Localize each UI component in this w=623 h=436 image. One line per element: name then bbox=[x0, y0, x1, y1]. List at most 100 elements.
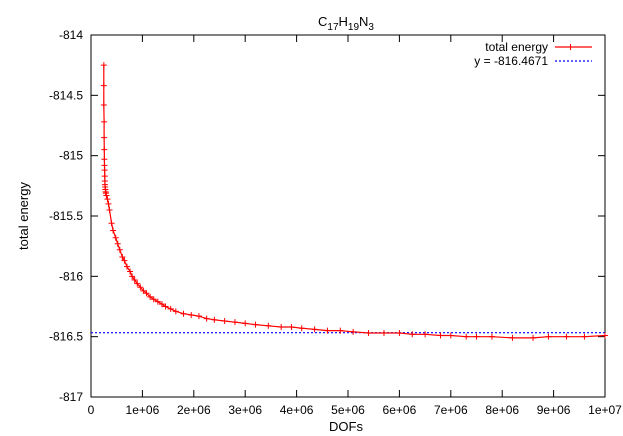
energy-point bbox=[114, 240, 121, 247]
energy-point bbox=[211, 316, 218, 323]
energy-point bbox=[447, 332, 454, 339]
title-part: H bbox=[339, 14, 348, 29]
series-layer bbox=[91, 62, 608, 341]
energy-point bbox=[463, 333, 470, 340]
y-tick-label: -814 bbox=[59, 28, 83, 42]
energy-point bbox=[121, 257, 128, 264]
energy-point bbox=[100, 82, 107, 89]
energy-point bbox=[195, 313, 202, 320]
y-tick-label: -817 bbox=[59, 390, 83, 404]
x-axis: 0 1e+06 2e+06 3e+06 4e+06 5e+06 6e+06 7e+06 8e+0… bbox=[88, 35, 622, 417]
energy-point bbox=[129, 273, 136, 280]
x-tick-label: 8e+06 bbox=[485, 403, 519, 417]
x-tick-label: 4e+06 bbox=[280, 403, 314, 417]
energy-point bbox=[116, 246, 123, 253]
energy-point bbox=[422, 331, 429, 338]
energy-point bbox=[563, 333, 570, 340]
energy-point bbox=[231, 319, 238, 326]
energy-point bbox=[162, 303, 169, 310]
title-part: 17 bbox=[327, 22, 339, 33]
x-tick-label: 6e+06 bbox=[383, 403, 417, 417]
energy-point bbox=[545, 333, 552, 340]
y-axis: -814 -814.5 -815 -815.5 -816 -816.5 -817 bbox=[49, 28, 605, 404]
energy-point bbox=[365, 330, 372, 337]
energy-point bbox=[265, 322, 272, 329]
energy-point bbox=[101, 167, 108, 174]
energy-point bbox=[509, 334, 516, 341]
energy-point bbox=[147, 293, 154, 300]
energy-point bbox=[602, 332, 608, 339]
energy-point bbox=[488, 333, 495, 340]
x-tick-label: 3e+06 bbox=[228, 403, 262, 417]
energy-point bbox=[143, 290, 150, 297]
title-part: N bbox=[359, 14, 368, 29]
energy-point bbox=[242, 320, 249, 327]
energy-point bbox=[203, 315, 210, 322]
legend-label-constant: y = -816.4671 bbox=[474, 54, 548, 68]
energy-point bbox=[104, 196, 111, 203]
y-tick-label: -815 bbox=[59, 149, 83, 163]
energy-line bbox=[103, 65, 606, 339]
energy-point bbox=[100, 101, 107, 108]
energy-point bbox=[252, 321, 259, 328]
energy-point bbox=[137, 284, 144, 291]
energy-point bbox=[298, 325, 305, 332]
plot-frame bbox=[90, 34, 606, 398]
energy-point bbox=[103, 192, 110, 199]
energy-point bbox=[101, 118, 108, 125]
energy-point bbox=[581, 333, 588, 340]
energy-point bbox=[409, 331, 416, 338]
title-part: 3 bbox=[368, 22, 374, 33]
energy-point bbox=[180, 310, 187, 317]
energy-point bbox=[101, 146, 108, 153]
energy-point bbox=[140, 287, 147, 294]
energy-point bbox=[110, 227, 117, 234]
energy-point bbox=[396, 330, 403, 337]
energy-point bbox=[530, 334, 537, 341]
energy-point bbox=[288, 324, 295, 331]
chart-title: C17H19N3 bbox=[318, 14, 374, 33]
energy-point bbox=[350, 328, 357, 335]
x-tick-label: 1e+07 bbox=[588, 403, 622, 417]
energy-point bbox=[154, 298, 161, 305]
energy-point bbox=[188, 311, 195, 318]
energy-point bbox=[324, 327, 331, 334]
energy-point bbox=[101, 134, 108, 141]
y-tick-label: -814.5 bbox=[49, 88, 83, 102]
energy-point bbox=[278, 324, 285, 331]
energy-point bbox=[134, 280, 141, 287]
y-axis-label: total energy bbox=[16, 182, 31, 250]
x-tick-label: 2e+06 bbox=[177, 403, 211, 417]
energy-point bbox=[119, 254, 126, 261]
y-tick-label: -816.5 bbox=[49, 330, 83, 344]
energy-point bbox=[106, 206, 113, 213]
energy-point bbox=[150, 296, 157, 303]
energy-point bbox=[101, 156, 108, 163]
x-tick-label: 0 bbox=[88, 403, 95, 417]
energy-point bbox=[158, 301, 165, 308]
energy-point bbox=[100, 62, 107, 69]
y-tick-label: -815.5 bbox=[49, 209, 83, 223]
legend-label-energy: total energy bbox=[485, 40, 548, 54]
legend-marker-energy bbox=[567, 44, 574, 50]
energy-point bbox=[105, 200, 112, 207]
energy-point bbox=[380, 330, 387, 337]
x-axis-label: DOFs bbox=[329, 419, 363, 434]
energy-point bbox=[108, 220, 115, 227]
energy-point bbox=[123, 263, 130, 270]
energy-point bbox=[311, 326, 318, 333]
x-tick-label: 7e+06 bbox=[434, 403, 468, 417]
energy-point bbox=[337, 327, 344, 334]
x-tick-label: 1e+06 bbox=[126, 403, 160, 417]
y-tick-label: -816 bbox=[59, 269, 83, 283]
title-part: 19 bbox=[348, 22, 360, 33]
x-tick-label: 9e+06 bbox=[537, 403, 571, 417]
energy-point bbox=[473, 333, 480, 340]
energy-point bbox=[172, 308, 179, 315]
energy-point bbox=[127, 268, 134, 275]
energy-point bbox=[167, 305, 174, 312]
title-part: C bbox=[318, 14, 327, 29]
energy-point bbox=[131, 276, 138, 283]
